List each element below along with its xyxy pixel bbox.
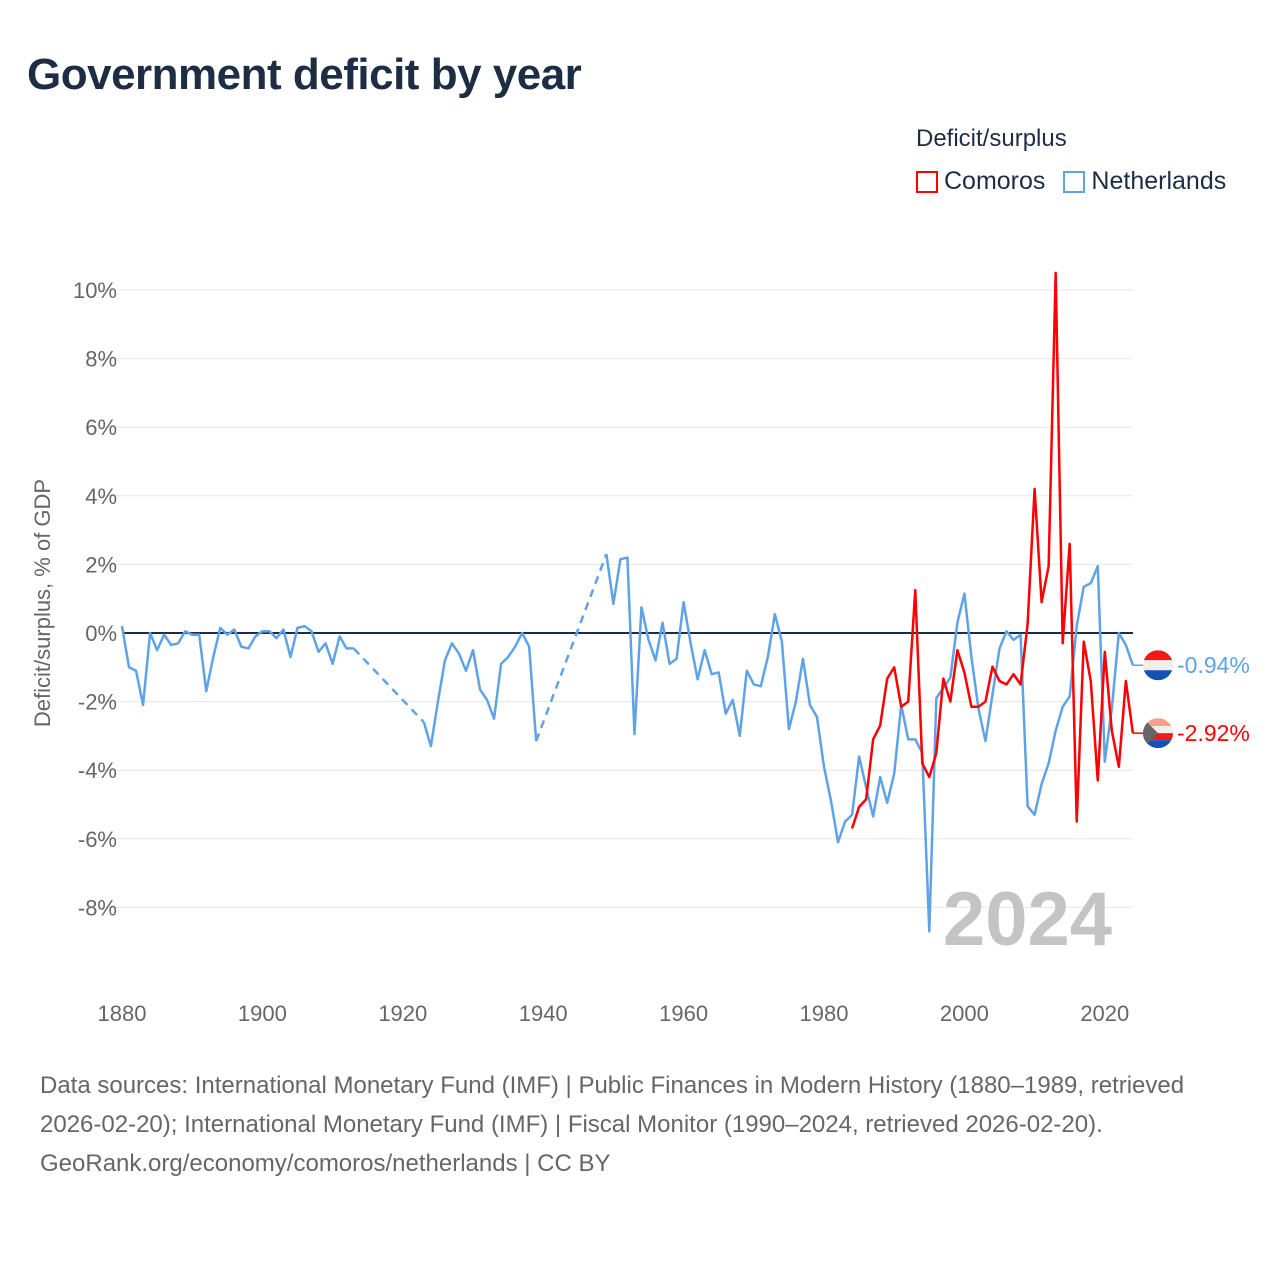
x-tick-label: 1960 [659,1001,708,1026]
y-tick-label: -8% [78,895,117,920]
x-tick-label: 1920 [378,1001,427,1026]
x-tick-label: 1900 [238,1001,287,1026]
series-line-netherlands [120,624,354,707]
series-line-netherlands [605,553,1135,933]
data-sources: Data sources: International Monetary Fun… [40,1072,1185,1138]
gap-line-netherlands [352,647,425,724]
legend-swatch-comoros [916,170,938,193]
series-line-netherlands [422,631,538,748]
y-tick-label: -2% [78,690,117,715]
y-tick-label: 4% [85,484,117,509]
x-tick-label: 1940 [519,1001,568,1026]
y-tick-label: 6% [85,415,117,440]
x-tick-label: 1980 [800,1001,849,1026]
legend-item-netherlands[interactable]: Netherlands [1063,167,1226,196]
y-tick-label: 8% [85,347,117,372]
x-tick-label: 2020 [1080,1001,1129,1026]
credit-link[interactable]: GeoRank.org/economy/comoros/netherlands … [40,1150,611,1177]
legend: Comoros Netherlands [916,167,1226,196]
legend-item-comoros[interactable]: Comoros [916,167,1045,196]
y-tick-label: 2% [85,552,117,577]
x-tick-label: 1880 [98,1001,147,1026]
series-line-comoros [850,271,1135,829]
flag-icon-comoros [1143,718,1173,749]
gap-line-netherlands [535,553,608,742]
y-axis-label: Deficit/surplus, % of GDP [30,479,55,727]
end-value-label-comoros: -2.92% [1177,720,1250,746]
legend-label: Netherlands [1091,167,1227,195]
y-tick-label: -6% [78,827,117,852]
y-tick-label: 0% [85,621,117,646]
end-value-label-netherlands: -0.94% [1177,652,1250,678]
legend-label: Comoros [944,167,1046,195]
chart-title: Government deficit by year [27,50,582,99]
y-tick-label: -4% [78,758,117,783]
footer: Data sources: International Monetary Fun… [40,1066,1240,1183]
y-tick-label: 10% [73,278,117,303]
x-tick-label: 2000 [940,1001,989,1026]
legend-title: Deficit/surplus [916,125,1067,152]
year-watermark: 2024 [943,877,1112,962]
legend-swatch-netherlands [1063,170,1086,193]
flag-icon-netherlands [1143,650,1173,681]
